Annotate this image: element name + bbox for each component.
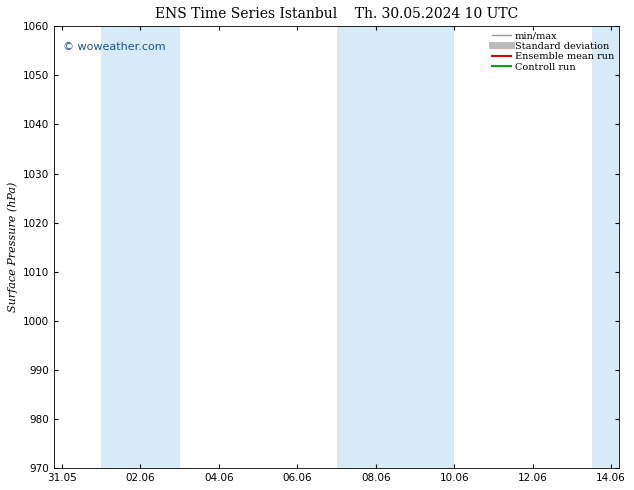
Text: © woweather.com: © woweather.com (63, 42, 165, 52)
Bar (337, 26, 455, 468)
Bar (101, 26, 179, 468)
Bar (592, 26, 619, 468)
Legend: min/max, Standard deviation, Ensemble mean run, Controll run: min/max, Standard deviation, Ensemble me… (489, 29, 616, 74)
Y-axis label: Surface Pressure (hPa): Surface Pressure (hPa) (7, 182, 18, 313)
Title: ENS Time Series Istanbul    Th. 30.05.2024 10 UTC: ENS Time Series Istanbul Th. 30.05.2024 … (155, 7, 518, 21)
